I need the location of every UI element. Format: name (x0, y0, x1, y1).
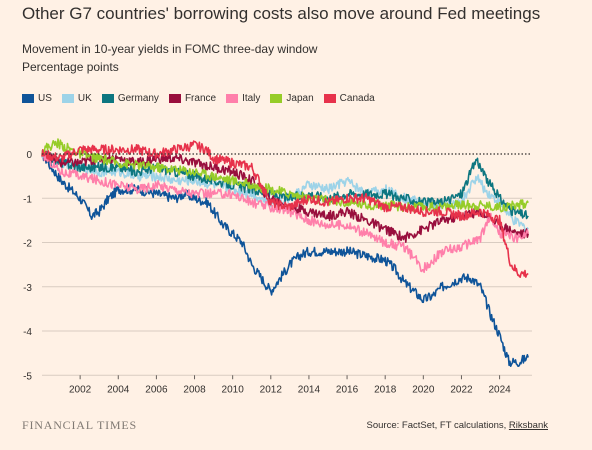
y-axis-unit: Percentage points (22, 60, 119, 74)
legend-item-germany: Germany (101, 93, 159, 104)
source-link-riksbank[interactable]: Riksbank (508, 420, 548, 431)
x-tick-label: 2022 (450, 384, 473, 395)
y-tick-label: -3 (23, 283, 32, 294)
x-tick-label: 2016 (336, 384, 359, 395)
y-tick-label: -1 (23, 194, 32, 205)
legend-swatch (270, 94, 283, 103)
x-tick-label: 2012 (260, 384, 283, 395)
legend-label: France (184, 93, 217, 104)
legend-label: Italy (242, 93, 261, 104)
line-chart: 0 -1 -2 -3 -4 -5 2002 2004 2006 2008 2010 2012 2014 2… (23, 138, 532, 395)
x-tick-label: 2024 (488, 384, 511, 395)
legend-swatch (61, 94, 74, 103)
legend-item-france: France (168, 93, 217, 104)
series-line-italy (41, 149, 529, 274)
legend-swatch (226, 94, 239, 103)
legend-label: UK (77, 93, 92, 104)
y-tick-label: 0 (26, 150, 32, 161)
legend-item-canada: Canada (323, 93, 375, 104)
series-line-us (41, 149, 529, 367)
legend-item-italy: Italy (226, 93, 260, 104)
legend-item-us: US (22, 93, 52, 104)
legend-label: Canada (339, 93, 375, 104)
ft-logo: FINANCIAL TIMES (22, 418, 138, 432)
x-tick-label: 2008 (183, 384, 206, 395)
x-tick-label: 2002 (69, 384, 92, 395)
y-tick-label: -5 (23, 371, 32, 382)
y-tick-label: -2 (23, 239, 32, 250)
legend-label: Germany (117, 93, 159, 104)
source-text: Source: FactSet, FT calculations, (366, 420, 509, 431)
x-tick-label: 2006 (145, 384, 168, 395)
series-line-japan (41, 138, 529, 213)
x-tick-label: 2020 (412, 384, 435, 395)
chart-title: Other G7 countries' borrowing costs also… (22, 4, 541, 23)
subtitle-line-1: Movement in 10-year yields in FOMC three… (22, 42, 318, 56)
legend-swatch (22, 94, 34, 103)
x-tick-label: 2018 (374, 384, 397, 395)
legend-swatch (168, 94, 181, 103)
x-tick-label: 2004 (107, 384, 130, 395)
legend-label: US (38, 93, 52, 104)
legend-item-uk: UK (61, 93, 92, 104)
chart-subtitle: Movement in 10-year yields in FOMC three… (22, 40, 317, 76)
y-tick-label: -4 (23, 327, 32, 338)
legend-swatch (101, 94, 114, 103)
legend: US UK Germany France Italy Japan Canada (22, 93, 375, 104)
series-line-canada (41, 140, 529, 278)
source-note: Source: FactSet, FT calculations, Riksba… (367, 420, 548, 431)
x-tick-label: 2014 (298, 384, 321, 395)
legend-item-japan: Japan (270, 93, 314, 104)
x-tick-label: 2010 (222, 384, 245, 395)
legend-swatch (323, 94, 336, 103)
legend-label: Japan (286, 93, 314, 104)
